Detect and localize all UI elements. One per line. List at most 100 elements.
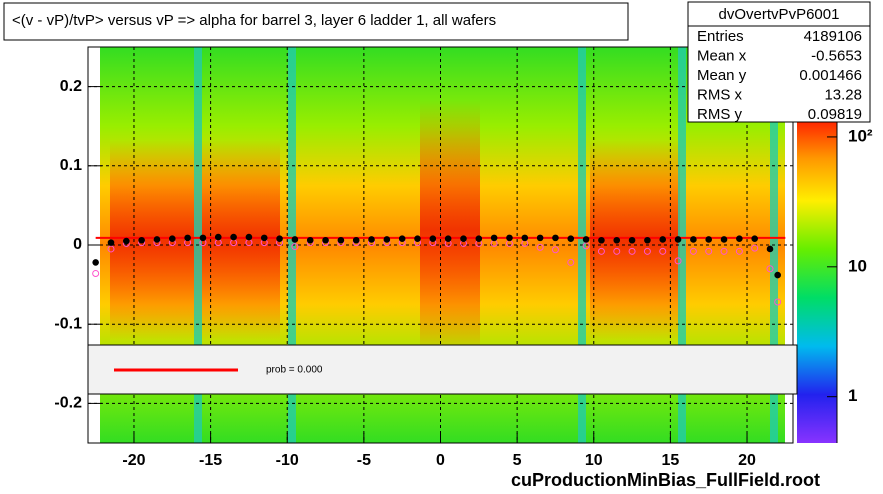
stats-value: 13.28 xyxy=(824,86,862,103)
x-tick-label: 0 xyxy=(436,452,445,469)
profile-point xyxy=(720,236,728,243)
profile-point xyxy=(368,236,375,243)
profile-point xyxy=(567,258,575,266)
profile-point xyxy=(597,247,605,255)
profile-point xyxy=(352,236,360,244)
profile-point xyxy=(613,247,621,255)
x-tick-label: -15 xyxy=(199,452,222,469)
profile-point xyxy=(306,236,314,244)
z-tick-label: 10 xyxy=(848,256,867,275)
profile-point xyxy=(506,234,513,242)
stats-value: -0.5653 xyxy=(811,47,862,64)
x-tick-label: 15 xyxy=(661,452,679,469)
stats-key: Mean x xyxy=(697,47,747,64)
profile-point xyxy=(230,233,237,241)
stats-value: 0.09819 xyxy=(808,106,862,123)
profile-point xyxy=(628,236,636,244)
chart-title: <(v - vP)/tvP> versus vP => alpha for ba… xyxy=(12,12,496,29)
profile-point xyxy=(245,233,253,241)
profile-point xyxy=(690,236,697,243)
profile-point xyxy=(598,236,605,244)
profile-point xyxy=(107,245,115,253)
profile-point xyxy=(551,246,559,254)
profile-point xyxy=(291,236,299,243)
y-tick-label: -0.1 xyxy=(54,315,82,332)
stats-key: RMS y xyxy=(697,106,743,123)
profile-point xyxy=(774,271,781,279)
x-tick-label: 10 xyxy=(585,452,603,469)
profile-point xyxy=(199,234,207,242)
profile-point xyxy=(322,236,329,244)
profile-point xyxy=(582,242,590,250)
profile-point xyxy=(689,247,697,255)
profile-point xyxy=(582,236,590,243)
profile-point xyxy=(674,236,682,243)
profile-point xyxy=(736,235,743,242)
y-tick-label: 0.2 xyxy=(60,78,82,95)
profile-point xyxy=(291,243,299,251)
profile-point xyxy=(705,247,713,255)
profile-point xyxy=(536,234,544,242)
x-tick-label: 20 xyxy=(738,452,756,469)
profile-point xyxy=(521,234,529,242)
profile-point xyxy=(735,247,743,255)
profile-point xyxy=(490,234,498,242)
profile-point xyxy=(644,236,651,244)
color-bar xyxy=(797,120,837,443)
y-tick-label: -0.2 xyxy=(54,395,82,412)
profile-point xyxy=(720,247,728,255)
z-tick-label: 1 xyxy=(848,386,857,405)
footer: cuProductionMinBias_FullField.root xyxy=(511,470,820,490)
profile-point xyxy=(337,236,345,244)
heatmap-hot xyxy=(420,100,480,360)
profile-point xyxy=(444,235,452,242)
profile-point xyxy=(766,265,774,273)
profile-point xyxy=(774,298,782,306)
profile-point xyxy=(536,243,544,251)
profile-point xyxy=(613,236,621,244)
profile-point xyxy=(766,245,774,253)
profile-point xyxy=(414,235,421,242)
legend-label: prob = 0.000 xyxy=(266,365,323,376)
stats-value: 4189106 xyxy=(804,28,862,45)
profile-point xyxy=(398,235,406,242)
z-tick-label: 10² xyxy=(848,126,873,145)
title-box xyxy=(3,2,629,41)
profile-point xyxy=(214,233,222,241)
x-tick-label: -20 xyxy=(122,452,145,469)
profile-point xyxy=(260,234,268,242)
x-tick-label: -5 xyxy=(357,452,371,469)
x-tick-label: 5 xyxy=(513,452,522,469)
profile-point xyxy=(168,235,176,242)
profile-point xyxy=(429,235,437,242)
stats-title: dvOvertvPvP6001 xyxy=(719,6,840,23)
profile-point xyxy=(643,247,651,255)
profile-point xyxy=(107,239,115,246)
stats-box xyxy=(687,1,871,123)
profile-point xyxy=(383,236,391,243)
stats-key: RMS x xyxy=(697,86,743,103)
x-tick-label: -10 xyxy=(276,452,299,469)
profile-point xyxy=(751,244,759,252)
profile-point xyxy=(705,236,713,243)
profile-point xyxy=(92,270,100,278)
profile-point xyxy=(475,235,483,242)
profile-point xyxy=(138,236,145,244)
profile-point xyxy=(92,259,99,266)
profile-point xyxy=(659,236,667,243)
profile-point xyxy=(659,247,667,255)
profile-point xyxy=(751,235,758,242)
stats-key: Entries xyxy=(697,28,744,45)
profile-point xyxy=(276,235,283,242)
profile-point xyxy=(184,234,191,242)
profile-point xyxy=(460,235,467,242)
profile-point xyxy=(567,235,575,242)
y-tick-label: 0.1 xyxy=(60,157,82,174)
profile-point xyxy=(123,237,130,245)
profile-point xyxy=(674,257,682,265)
stats-value: 0.001466 xyxy=(799,67,862,84)
y-tick-label: 0 xyxy=(73,236,82,253)
stats-key: Mean y xyxy=(697,67,747,84)
